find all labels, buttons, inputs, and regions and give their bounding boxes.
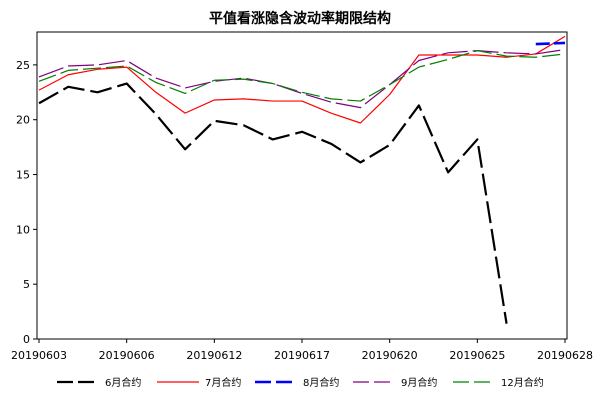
x-tick-label: 20190612 (186, 349, 242, 362)
x-tick-label: 20190606 (99, 349, 155, 362)
y-axis: 0 5 10 15 20 25 (16, 59, 37, 346)
series-layer (38, 35, 566, 324)
x-tick-label: 20190603 (11, 349, 67, 362)
legend-label-2: 8月合约 (303, 376, 339, 389)
x-tick-label: 20190628 (537, 349, 593, 362)
series-line-1 (38, 35, 566, 124)
legend-label-1: 7月合约 (205, 376, 241, 389)
y-tick-label: 0 (23, 333, 30, 346)
legend: 6月合约 7月合约 8月合约 9月合约 12月合约 (57, 376, 544, 389)
series-line-4 (38, 50, 566, 102)
y-tick-label: 15 (16, 169, 30, 182)
x-axis: 20190603 20190606 20190612 20190617 20190620… (11, 339, 593, 362)
series-line-2 (535, 41, 566, 46)
x-tick-label: 20190620 (362, 349, 418, 362)
series-line-3 (38, 48, 566, 109)
x-tick-label: 20190625 (449, 349, 505, 362)
chart-title: 平值看涨隐含波动率期限结构 (209, 10, 391, 27)
plot-area (36, 31, 568, 340)
legend-label-4: 12月合约 (501, 376, 544, 389)
legend-label-0: 6月合约 (105, 376, 141, 389)
y-tick-label: 25 (16, 59, 30, 72)
legend-label-3: 9月合约 (401, 376, 437, 389)
series-line-0 (38, 82, 508, 324)
y-tick-label: 20 (16, 114, 30, 127)
y-tick-label: 5 (23, 278, 30, 291)
y-tick-label: 10 (16, 223, 30, 236)
x-tick-label: 20190617 (274, 349, 330, 362)
